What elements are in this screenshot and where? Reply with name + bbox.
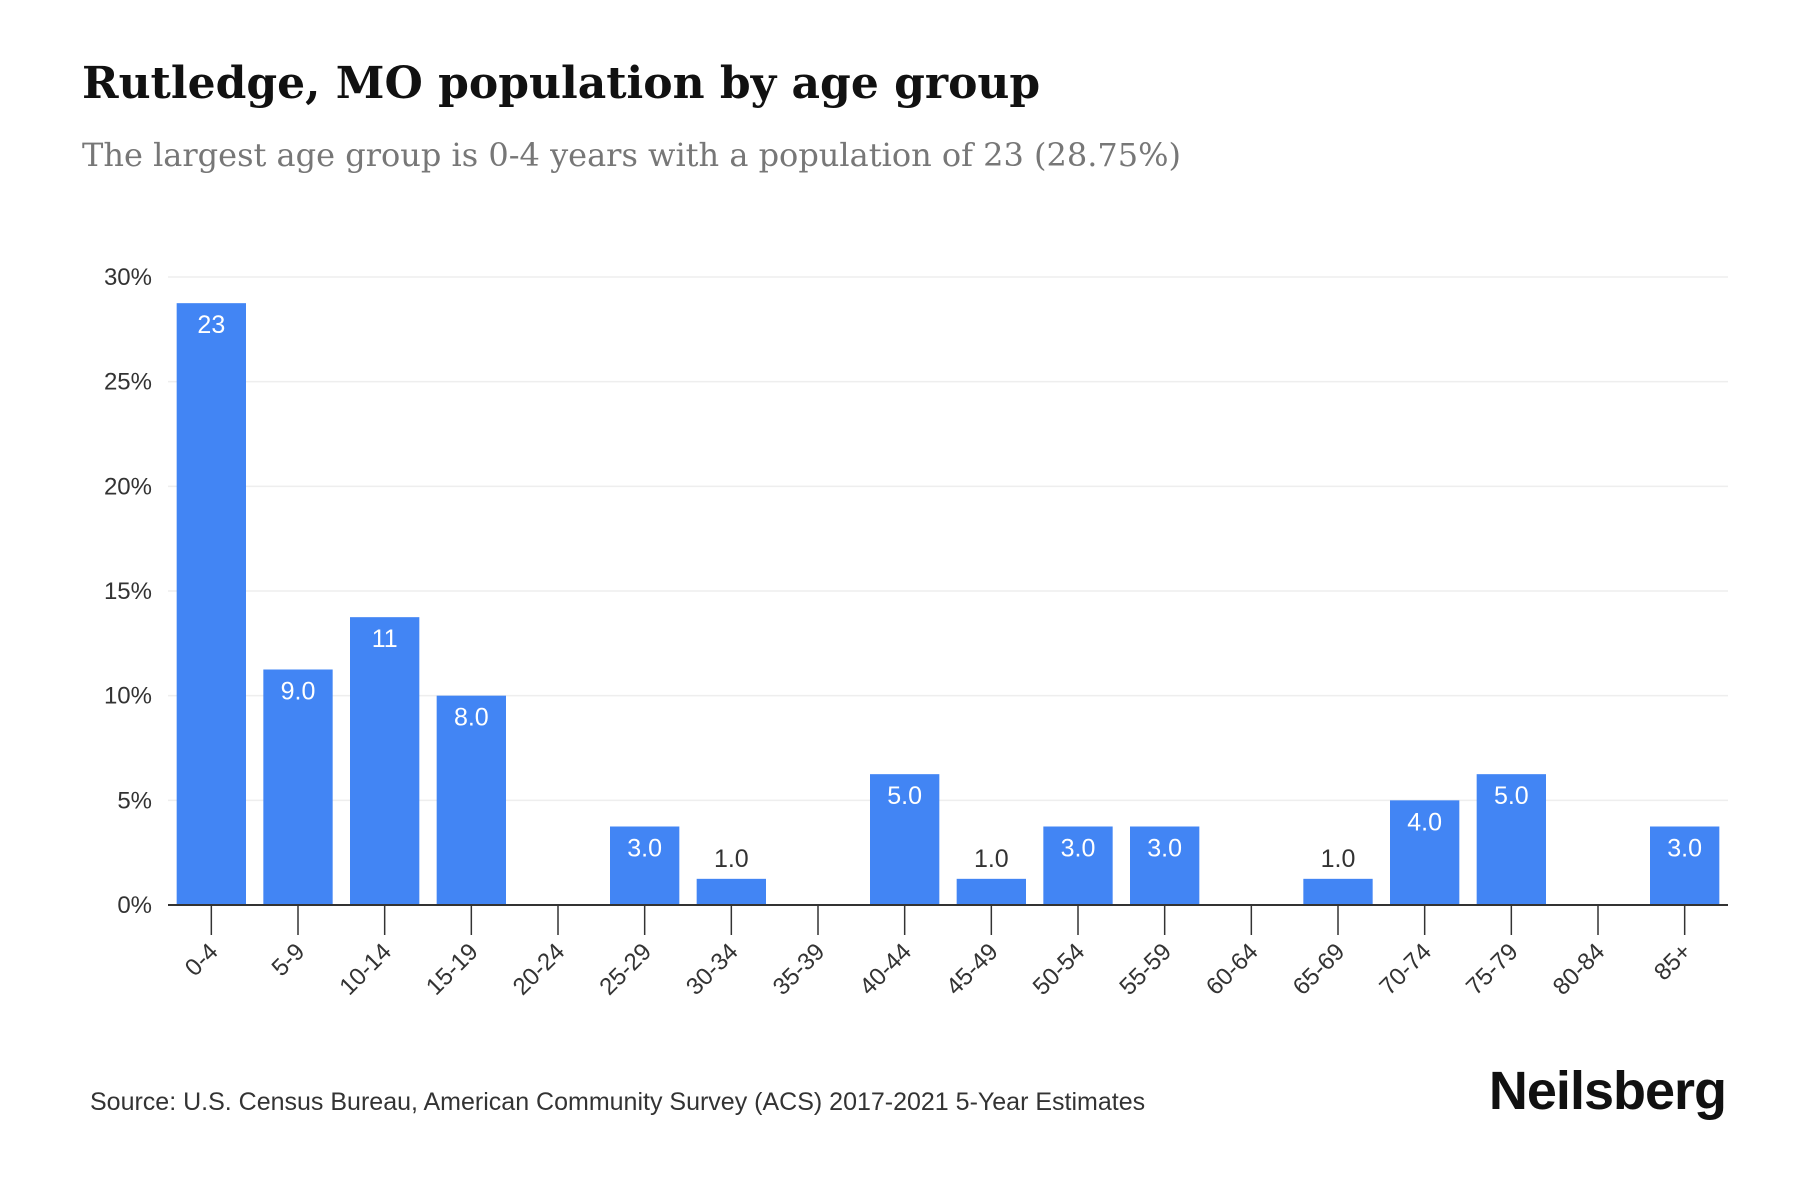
bar-label: 1.0 [714,845,749,873]
bar-label: 3.0 [1147,835,1182,863]
x-tick-label: 70-74 [1374,938,1437,1001]
bar-label: 3.0 [1667,835,1702,863]
bar-15-19 [436,695,506,905]
x-tick-label: 35-39 [768,938,831,1001]
bar-30-34 [696,878,766,905]
gridlines [168,276,1728,802]
bar-70-74 [1390,800,1460,905]
y-tick-label: 25% [104,369,152,396]
bar-5-9 [263,669,333,905]
bar-label: 9.0 [281,678,316,706]
bar-label: 1.0 [974,845,1009,873]
bar-45-49 [956,878,1026,905]
neilsberg-logo: Neilsberg [1488,1061,1727,1121]
bar-label: 1.0 [1321,845,1356,873]
y-tick-label: 30% [104,264,152,291]
x-tick-label: 60-64 [1201,938,1264,1001]
bar-label: 4.0 [1407,808,1442,836]
bar-label: 8.0 [454,704,489,732]
x-tick-label: 80-84 [1548,938,1611,1001]
bar-25-29 [610,826,680,905]
x-tick-label: 5-9 [267,938,311,982]
x-tick-label: 10-14 [334,938,397,1001]
bar-50-54 [1043,826,1113,905]
bar-label: 5.0 [887,782,922,810]
x-tick-label: 0-4 [180,938,224,982]
x-tick-label: 45-49 [941,938,1004,1001]
bar-85+ [1650,826,1720,905]
x-tick-label: 85+ [1649,938,1697,986]
y-tick-label: 15% [104,578,152,605]
bar-55-59 [1130,826,1200,905]
x-tick-label: 55-59 [1114,938,1177,1001]
bar-label: 11 [372,625,398,653]
bar-label: 23 [197,311,225,339]
chart-title: Rutledge, MO population by age group [82,58,1041,109]
x-tick-label: 30-34 [681,938,744,1001]
bars [176,303,1720,906]
x-tick-label: 25-29 [594,938,657,1001]
bar-label: 3.0 [627,835,662,863]
x-axis-ticks: 0-4 5-9 10-14 15-19 20-24 25-29 30-34 35-39 40-4… [180,905,1697,1001]
bar-40-44 [870,774,940,905]
y-tick-label: 10% [104,683,152,710]
bar-10-14 [350,617,420,905]
bar-75-79 [1476,774,1546,905]
chart-subtitle: The largest age group is 0-4 years with … [82,136,1182,174]
y-tick-label: 20% [104,473,152,500]
y-tick-label: 0% [117,892,152,919]
x-tick-label: 50-54 [1028,938,1091,1001]
bar-labels: 23 9.0 11 8.0 3.0 1.0 5.0 1.0 3.0 3.0 1.0 4.0 5.0 3.0 [197,311,1702,873]
x-tick-label: 65-69 [1288,938,1351,1001]
y-tick-label: 5% [117,787,152,814]
bar-65-69 [1303,878,1373,905]
x-tick-label: 15-19 [421,938,484,1001]
bar-0-4 [176,303,246,906]
x-tick-label: 20-24 [508,938,571,1001]
x-tick-label: 75-79 [1461,938,1524,1001]
source-note: Source: U.S. Census Bureau, American Com… [90,1088,1146,1116]
y-axis-ticks: 0% 5% 10% 15% 20% 25% 30% [104,264,152,919]
x-tick-label: 40-44 [854,938,917,1001]
bar-label: 5.0 [1494,782,1529,810]
bar-label: 3.0 [1061,835,1096,863]
